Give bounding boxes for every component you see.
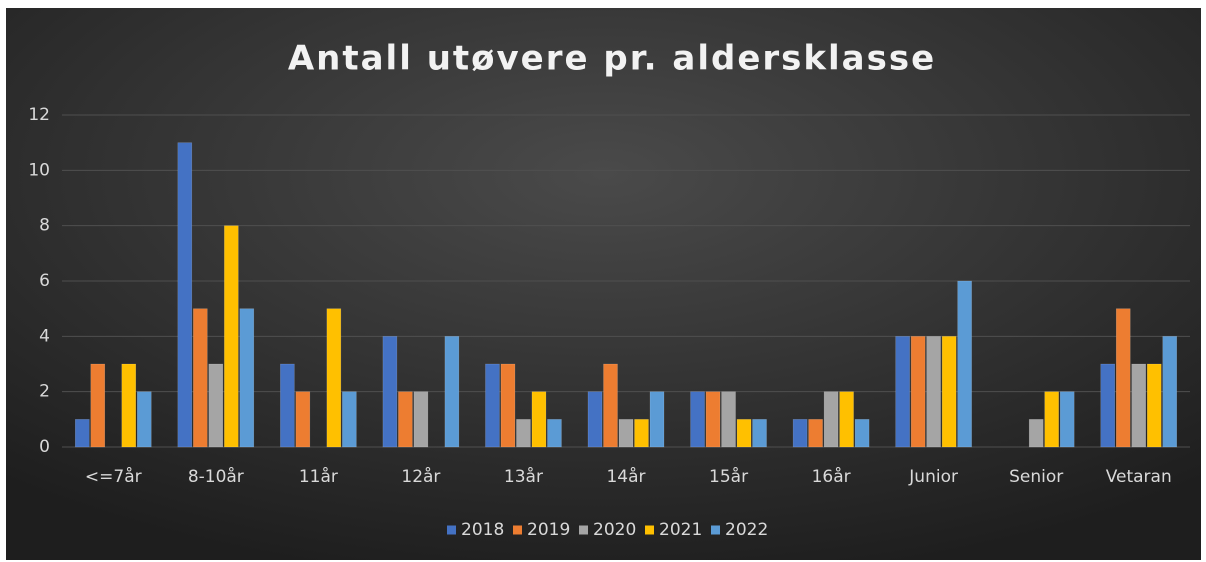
- bar: [326, 308, 342, 448]
- bar: [500, 363, 516, 448]
- chart-background: [6, 8, 1201, 560]
- bar: [295, 391, 311, 448]
- x-tick-label: 8-10år: [188, 466, 244, 487]
- bar: [398, 391, 413, 448]
- bar: [1146, 363, 1162, 448]
- bar: [808, 419, 823, 448]
- bar: [413, 391, 429, 448]
- bar: [208, 363, 224, 448]
- bar: [444, 336, 460, 448]
- legend-label: 2022: [725, 520, 768, 540]
- legend-swatch: [513, 525, 522, 535]
- x-tick-label: <=7år: [85, 466, 142, 487]
- bar: [1115, 308, 1131, 448]
- x-tick-label: Senior: [1009, 467, 1063, 487]
- bar: [752, 419, 767, 448]
- legend-label: 2020: [593, 520, 636, 540]
- bar: [603, 363, 618, 448]
- bar: [224, 225, 239, 448]
- legend-swatch: [447, 525, 456, 535]
- bar: [721, 391, 736, 448]
- bar: [1162, 336, 1177, 448]
- bar: [90, 363, 106, 448]
- y-tick-label: 0: [39, 437, 50, 457]
- bar: [75, 419, 90, 448]
- bar: [121, 363, 137, 448]
- bar: [531, 391, 547, 448]
- x-tick-label: 15år: [709, 466, 748, 487]
- x-tick-label: Vetaran: [1106, 467, 1172, 487]
- bar: [239, 308, 255, 448]
- bar: [177, 142, 193, 448]
- x-tick-label: Junior: [908, 467, 958, 487]
- y-tick-label: 10: [28, 160, 50, 180]
- bar: [342, 391, 357, 448]
- y-tick-label: 12: [28, 105, 50, 125]
- bar: [736, 419, 752, 448]
- legend-label: 2018: [461, 520, 504, 540]
- bar: [634, 419, 649, 448]
- bar: [690, 391, 705, 448]
- bar: [587, 391, 603, 448]
- bar: [926, 336, 941, 448]
- bar: [854, 419, 870, 448]
- bar: [649, 391, 665, 448]
- bar: [941, 336, 957, 448]
- bar: [485, 363, 500, 448]
- x-tick-label: 14år: [606, 466, 645, 487]
- bar: [547, 419, 562, 448]
- y-tick-label: 8: [39, 216, 50, 236]
- bar: [705, 391, 721, 448]
- legend-label: 2021: [659, 520, 702, 540]
- bar: [792, 419, 808, 448]
- x-tick-label: 13år: [504, 466, 543, 487]
- bar: [1059, 391, 1075, 448]
- y-tick-label: 2: [39, 382, 50, 402]
- chart-title: Antall utøvere pr. aldersklasse: [288, 39, 936, 79]
- bar: [280, 363, 295, 448]
- legend-label: 2019: [527, 520, 570, 540]
- legend-swatch: [579, 525, 588, 535]
- y-tick-label: 6: [39, 271, 50, 291]
- bar: [516, 419, 531, 448]
- x-tick-label: 11år: [299, 466, 338, 487]
- bar: [1131, 363, 1146, 448]
- x-tick-label: 12år: [401, 466, 440, 487]
- bar: [618, 419, 634, 448]
- bar: [957, 280, 972, 448]
- bar: [1028, 419, 1044, 448]
- bar: [910, 336, 926, 448]
- bar: [1044, 391, 1059, 448]
- legend-swatch: [645, 525, 654, 535]
- bar: [382, 336, 398, 448]
- x-tick-label: 16år: [812, 466, 851, 487]
- legend-swatch: [711, 525, 720, 535]
- bar: [823, 391, 839, 448]
- bar: [137, 391, 152, 448]
- bar: [193, 308, 208, 448]
- bar: [895, 336, 910, 448]
- y-tick-label: 4: [39, 326, 50, 346]
- bar: [1100, 363, 1115, 448]
- bar: [839, 391, 854, 448]
